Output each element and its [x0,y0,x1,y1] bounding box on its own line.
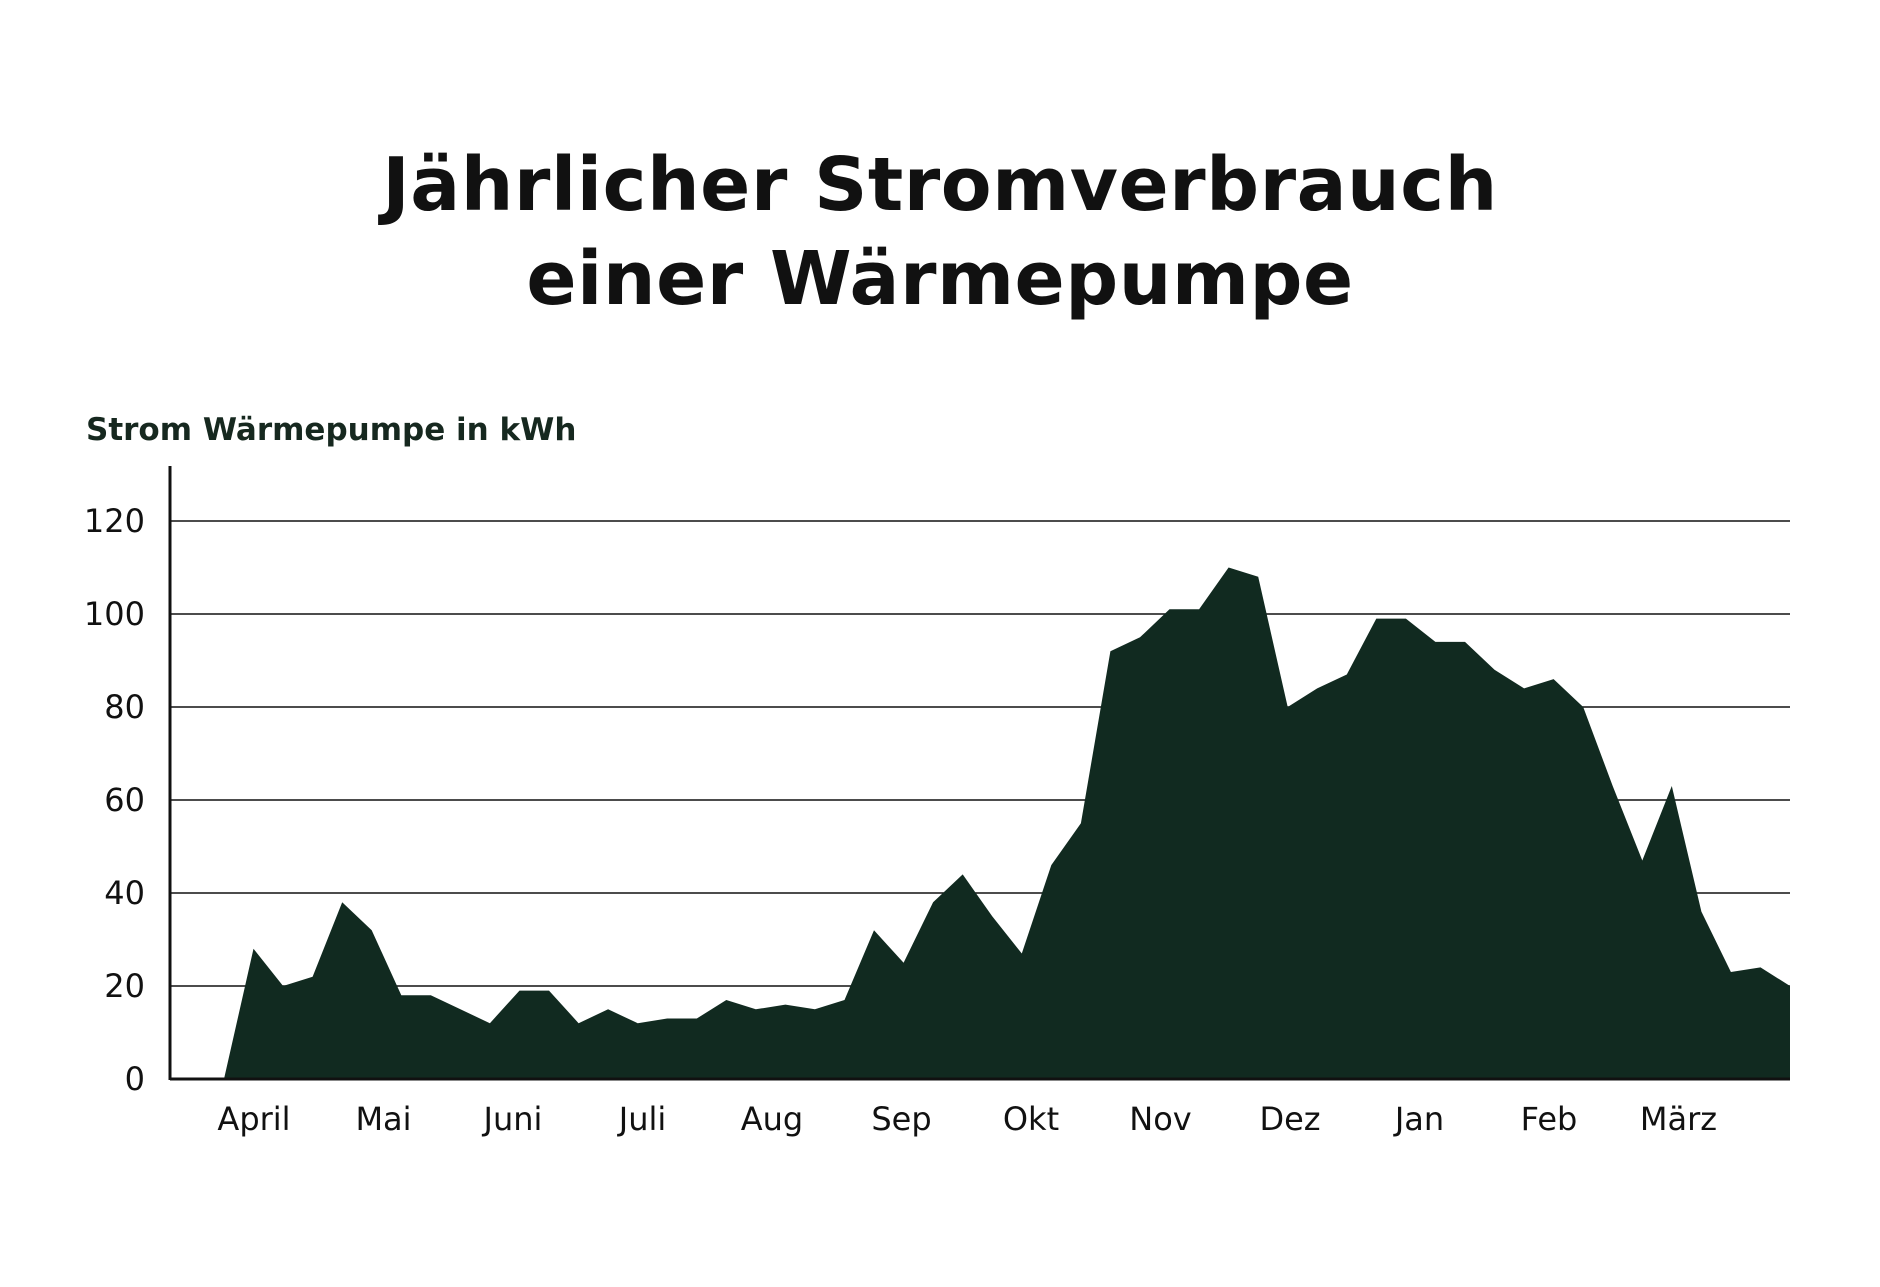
chart-title: Jährlicher Stromverbrauch einer Wärmepum… [0,138,1880,326]
y-tick-label-80: 80 [104,688,145,726]
x-tick-label: März [1640,1100,1717,1138]
chart-title-line-2: einer Wärmepumpe [526,236,1354,322]
x-tick-label: Nov [1129,1100,1191,1138]
x-tick-label: Dez [1259,1100,1320,1138]
y-tick-label-20: 20 [104,967,145,1005]
y-tick-label-60: 60 [104,781,145,819]
area-layer [224,567,1790,1079]
y-axis-title: Strom Wärmepumpe in kWh [86,412,576,448]
x-tick-label: Juni [482,1100,543,1138]
area-series [224,567,1790,1079]
x-tick-label: Sep [871,1100,931,1138]
x-tick-label: Mai [355,1100,411,1138]
x-tick-label: Okt [1003,1100,1059,1138]
chart-title-line-1: Jährlicher Stromverbrauch [382,142,1498,228]
x-tick-label: Feb [1521,1100,1578,1138]
y-tick-label-40: 40 [104,874,145,912]
x-tick-label: Juli [617,1100,667,1138]
x-tick-labels: April Mai Juni Juli Aug Sep Okt Nov Dez Jan Feb Mär… [217,1100,1717,1138]
axes [168,466,1790,1081]
x-tick-label: Jan [1393,1100,1444,1138]
x-tick-label: April [217,1100,290,1138]
y-tick-label-100: 100 [84,595,145,633]
x-tick-label: Aug [741,1100,803,1138]
y-tick-labels: 0 20 40 60 80 100 120 [84,502,145,1098]
y-tick-label-0: 0 [125,1060,145,1098]
y-tick-label-120: 120 [84,502,145,540]
